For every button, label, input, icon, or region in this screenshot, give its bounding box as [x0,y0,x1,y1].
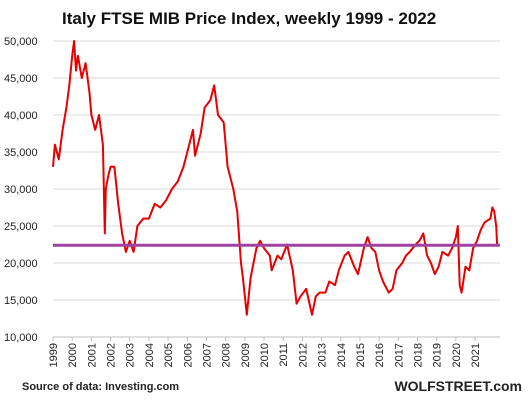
x-tick-label: 2001 [86,343,98,367]
y-tick-label: 10,000 [4,332,38,344]
y-tick-label: 25,000 [4,221,38,233]
x-tick-label: 2009 [240,343,252,367]
y-tick-label: 40,000 [4,110,38,122]
y-tick-label: 20,000 [4,258,38,270]
y-tick-label: 35,000 [4,147,38,159]
y-tick-label: 15,000 [4,295,38,307]
x-tick-label: 2013 [317,343,329,367]
x-tick-label: 2007 [201,343,213,367]
x-tick-label: 2003 [125,343,137,367]
x-tick-label: 2002 [106,343,118,367]
x-tick-label: 2016 [374,343,386,367]
x-tick-label: 2010 [259,343,271,367]
chart-title: Italy FTSE MIB Price Index, weekly 1999 … [62,9,436,28]
x-tick-label: 2008 [221,343,233,367]
x-tick-label: 2015 [355,343,367,367]
x-tick-label: 2021 [470,343,482,367]
x-tick-label: 2014 [336,343,348,367]
x-tick-label: 2005 [163,343,175,367]
credit: WOLFSTREET.com [394,378,522,394]
x-tick-label: 2012 [297,343,309,367]
y-tick-label: 30,000 [4,184,38,196]
line-series [52,40,499,316]
x-tick-label: 2018 [413,343,425,367]
y-tick-label: 45,000 [4,73,38,85]
x-tick-label: 2011 [278,343,290,367]
x-tick-label: 2017 [393,343,405,367]
x-tick-label: 2004 [144,343,156,367]
x-tick-label: 2000 [67,343,79,367]
y-tick-label: 50,000 [4,36,38,48]
x-tick-label: 2006 [182,343,194,367]
x-tick-label: 2020 [451,343,463,367]
x-tick-label: 2019 [432,343,444,367]
source-note: Source of data: Investing.com [22,381,179,393]
x-tick-label: 1999 [48,343,60,367]
